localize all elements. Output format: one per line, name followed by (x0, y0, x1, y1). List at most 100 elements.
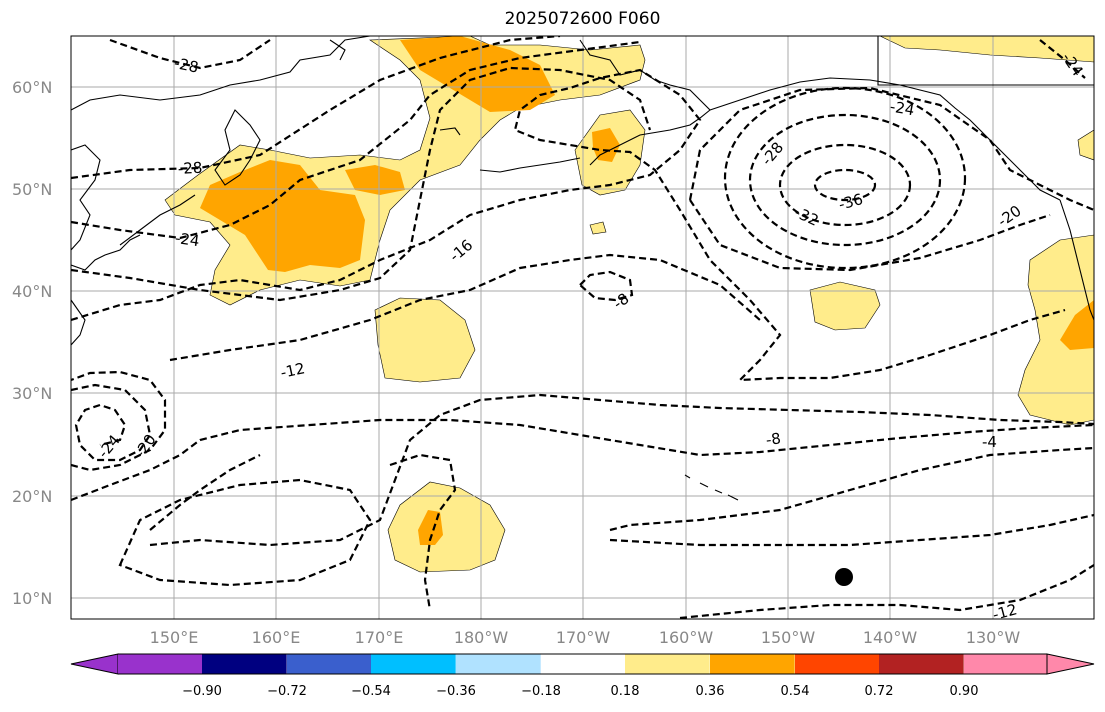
contour-label: -8 (610, 289, 633, 312)
hawaii-islands (684, 474, 739, 501)
yellow-region-central-north (374, 297, 476, 383)
contour-label: -28 (172, 54, 200, 77)
lon-label: 160°W (659, 628, 714, 647)
contour-label: -28 (177, 159, 202, 178)
contour-minus20-low (688, 86, 1094, 212)
contour-label: -32 (792, 203, 822, 230)
lat-label: 40°N (12, 282, 52, 301)
contour-minus24-ne (1039, 39, 1086, 79)
yellow-region-ne-corner (879, 36, 1094, 63)
colorbar-segment (541, 654, 626, 674)
contour-minus24-west-low (71, 383, 152, 462)
colorbar-segment (287, 654, 372, 674)
contour-minus28-north (109, 38, 271, 70)
yellow-region-central-south (387, 481, 506, 573)
alaska-south-coast (709, 77, 1061, 201)
shaded-field (164, 36, 1094, 573)
lat-label: 60°N (12, 78, 52, 97)
yellow-region-west-pacific (164, 36, 646, 306)
lon-label: 130°W (966, 628, 1021, 647)
colorbar-extend-low (70, 653, 119, 675)
siberia-coast (71, 36, 371, 111)
lat-label: 10°N (12, 589, 52, 608)
colorbar-tick-labels: −0.90 −0.72 −0.54 −0.36 −0.18 0.18 0.36 … (182, 684, 978, 699)
lat-label: 30°N (12, 384, 52, 403)
orange-region-north (400, 36, 555, 112)
contour-label: -16 (446, 236, 476, 266)
colorbar-segment (371, 654, 456, 674)
contour-label: -8 (765, 429, 782, 449)
kuril-islands (119, 194, 196, 246)
yellow-region-small (589, 221, 607, 235)
longitude-labels: 150°E 160°E 170°E 180°W 170°W 160°W 150°… (150, 628, 1021, 647)
colorbar-segment (879, 654, 964, 674)
contour-local-loop (389, 453, 457, 611)
map-title: 2025072600 F060 (504, 9, 661, 29)
lon-label: 180°W (454, 628, 509, 647)
yellow-region-east (809, 281, 881, 331)
contour-minus4 (609, 446, 1094, 532)
yellow-region-east-edge (1077, 129, 1094, 161)
graticule (71, 36, 1094, 619)
contour-minus28-mid (71, 36, 561, 180)
contour-minus12 (169, 253, 761, 362)
colorbar-tick: −0.18 (521, 684, 561, 699)
colorbar-tick: 0.18 (611, 684, 640, 699)
map-frame (70, 35, 1095, 620)
alaska-west-coast (579, 39, 711, 166)
lat-label: 20°N (12, 487, 52, 506)
orange-region-west-small (345, 165, 405, 195)
colorbar-tick: 0.54 (781, 684, 810, 699)
colorbar-segment (625, 654, 710, 674)
colorbar-tick: −0.54 (351, 684, 391, 699)
colorbar-segment (202, 654, 287, 674)
bering-island (329, 39, 346, 61)
contour-label: -12 (279, 359, 307, 382)
orange-region-aleutian (592, 128, 620, 162)
colorbar-extend-high (1046, 653, 1095, 675)
contour-label: -24 (94, 431, 124, 461)
latitude-labels: 60°N 50°N 40°N 30°N 20°N 10°N (12, 78, 52, 608)
colorbar-tick: −0.90 (182, 684, 222, 699)
contour-south-loop (149, 454, 261, 531)
contour-label: -28 (758, 139, 788, 169)
colorbar-segment (710, 654, 795, 674)
colorbar-tick: 0.36 (696, 684, 725, 699)
lon-label: 170°W (556, 628, 611, 647)
lon-label: 170°E (355, 628, 404, 647)
contour-label: -12 (991, 600, 1019, 624)
contour-minus12-east (609, 513, 1094, 547)
canada-border-box (877, 36, 1094, 86)
contour-minus36 (813, 168, 877, 202)
st-lawrence (439, 127, 461, 136)
orange-region-west (200, 160, 365, 272)
lon-label: 160°E (252, 628, 301, 647)
contour-label: -24 (889, 97, 916, 119)
colorbar-tick: 0.90 (950, 684, 979, 699)
contour-label: -36 (837, 190, 865, 214)
colorbar-segment (456, 654, 541, 674)
japan-south (71, 299, 86, 346)
contour-minus20-west-low (71, 370, 167, 472)
yellow-region-california (1017, 234, 1094, 426)
contour-minus20 (71, 66, 652, 302)
lon-label: 150°E (150, 628, 199, 647)
contour-label: -24 (174, 229, 201, 250)
coastlines (71, 36, 1094, 501)
kamchatka-coast (214, 109, 261, 186)
contour-minus12-se (679, 564, 1094, 619)
okhotsk-west-coast (71, 144, 101, 251)
storm-center-marker (835, 568, 853, 586)
colorbar-segment (795, 654, 880, 674)
canada-coast (1059, 199, 1094, 321)
contour-minus16 (71, 68, 1066, 382)
contour-minus20-low-south (689, 199, 1051, 272)
lat-label: 50°N (12, 180, 52, 199)
contour-minus12-south (149, 393, 1094, 547)
contour-minus24 (71, 40, 641, 240)
colorbar-segment (118, 654, 203, 674)
lon-label: 150°W (761, 628, 816, 647)
contour-minus32 (778, 143, 912, 227)
contour-label: -4 (982, 433, 997, 451)
